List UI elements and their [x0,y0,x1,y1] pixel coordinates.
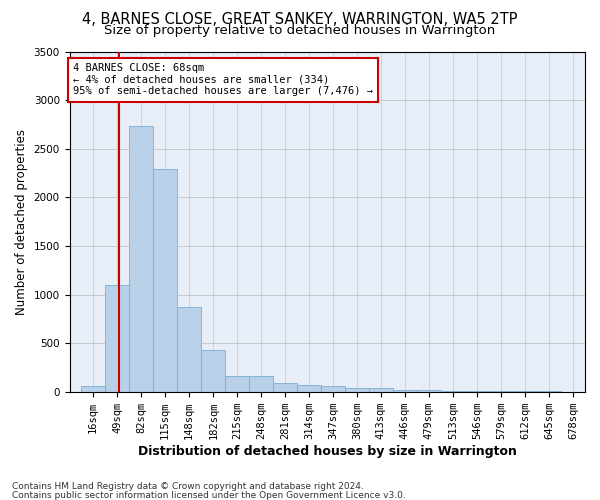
Bar [129,126,153,392]
Bar [273,383,297,392]
Bar [417,390,441,392]
Bar [250,376,273,392]
Text: 4, BARNES CLOSE, GREAT SANKEY, WARRINGTON, WA5 2TP: 4, BARNES CLOSE, GREAT SANKEY, WARRINGTO… [82,12,518,28]
Bar [105,285,129,392]
Text: 4 BARNES CLOSE: 68sqm
← 4% of detached houses are smaller (334)
95% of semi-deta: 4 BARNES CLOSE: 68sqm ← 4% of detached h… [73,63,373,96]
Y-axis label: Number of detached properties: Number of detached properties [15,128,28,314]
Bar [345,388,369,392]
X-axis label: Distribution of detached houses by size in Warrington: Distribution of detached houses by size … [138,444,517,458]
Bar [153,169,177,392]
Text: Contains HM Land Registry data © Crown copyright and database right 2024.: Contains HM Land Registry data © Crown c… [12,482,364,491]
Bar [321,386,345,392]
Bar [297,386,321,392]
Text: Size of property relative to detached houses in Warrington: Size of property relative to detached ho… [104,24,496,37]
Text: Contains public sector information licensed under the Open Government Licence v3: Contains public sector information licen… [12,490,406,500]
Bar [226,376,250,392]
Bar [202,350,226,392]
Bar [81,386,105,392]
Bar [393,390,417,392]
Bar [177,307,201,392]
Bar [369,388,393,392]
